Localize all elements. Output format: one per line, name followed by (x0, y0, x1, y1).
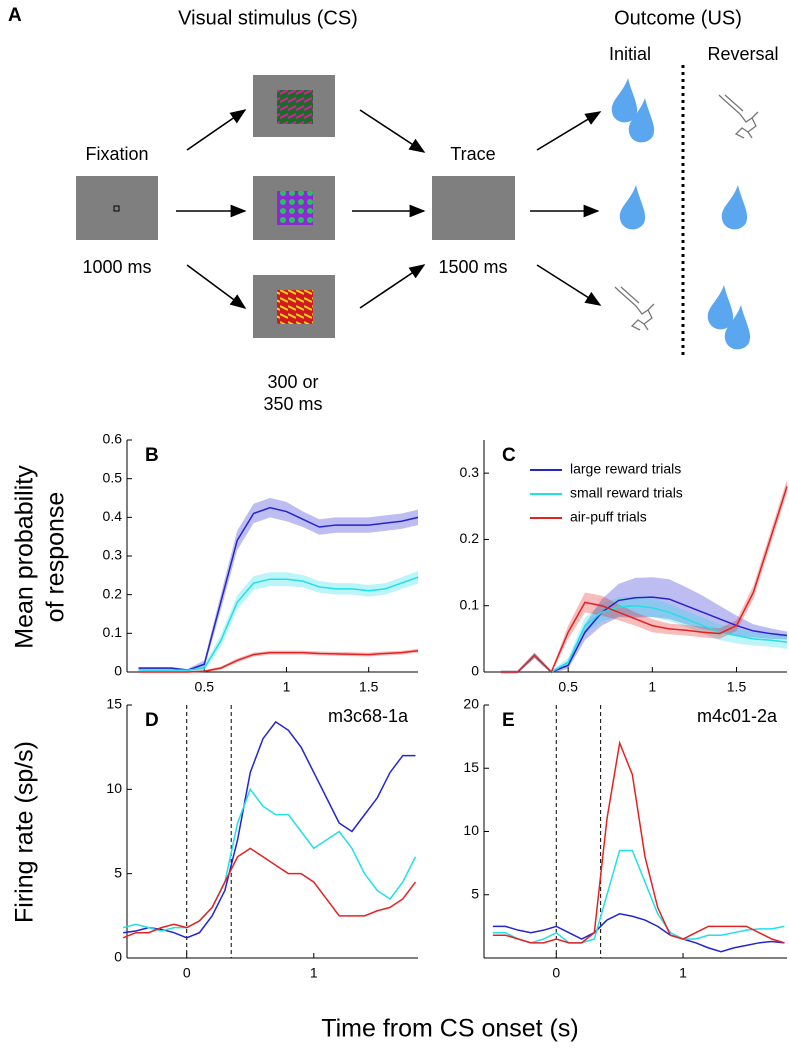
cell-id: m3c68-1a (328, 706, 409, 726)
y-tick-label: 10 (106, 780, 122, 796)
series-line (492, 912, 785, 953)
x-tick-label: 0.5 (195, 679, 215, 695)
panel-label: D (145, 710, 159, 731)
cs-image (277, 191, 313, 225)
col-initial: Initial (609, 44, 651, 64)
y-axis-label: Firing rate (sp/s) (11, 741, 39, 923)
y-tick-label: 0.1 (103, 624, 123, 640)
fixation-point (113, 205, 120, 212)
x-tick-label: 1 (310, 965, 318, 981)
y-tick-label: 0 (471, 663, 479, 679)
legend-label: air-puff trials (570, 509, 647, 525)
cs-image (277, 90, 313, 124)
error-band (138, 498, 418, 672)
series-line (138, 576, 419, 671)
y-tick-label: 0.3 (103, 547, 123, 563)
cell-id: m4c01-2a (697, 706, 778, 726)
panel-label: C (502, 445, 516, 466)
y-tick-label: 0.3 (460, 464, 480, 480)
cs-image (277, 290, 313, 324)
fixation-label: Fixation (85, 144, 148, 164)
x-tick-label: 0 (183, 965, 191, 981)
y-tick-label: 0.4 (103, 508, 123, 524)
cs-time: 300 or (267, 372, 318, 392)
col-reversal: Reversal (707, 44, 778, 64)
y-tick-label: 0.2 (103, 585, 123, 601)
panel-label: A (8, 5, 22, 26)
y-tick-label: 0.2 (460, 530, 480, 546)
y-tick-label: 20 (463, 696, 479, 712)
y-tick-label: 0.1 (460, 596, 480, 612)
x-tick-label: 0 (552, 965, 560, 981)
series-line (122, 787, 417, 932)
fixation-time: 1000 ms (82, 257, 151, 277)
us-title: Outcome (US) (614, 7, 742, 29)
error-band (138, 571, 418, 672)
y-axis-label: of response (42, 492, 70, 623)
fixation-screen (76, 176, 158, 240)
error-band (500, 577, 787, 674)
legend-label: large reward trials (570, 461, 681, 477)
y-tick-label: 0 (114, 663, 122, 679)
y-tick-label: 5 (114, 864, 122, 880)
air-puff-icons (614, 94, 759, 331)
x-tick-label: 0.5 (558, 679, 578, 695)
y-tick-label: 0.5 (103, 469, 123, 485)
x-tick-label: 1 (648, 679, 656, 695)
panel-label: E (502, 710, 515, 731)
series-line (500, 486, 788, 674)
trace-time: 1500 ms (438, 257, 507, 277)
x-axis-label: Time from CS onset (s) (321, 1015, 578, 1043)
y-axis-label: Mean probability (11, 465, 39, 649)
x-tick-label: 1 (679, 965, 687, 981)
series-line (138, 649, 419, 673)
y-tick-label: 5 (471, 885, 479, 901)
y-tick-label: 10 (463, 822, 479, 838)
panel-label: B (145, 445, 159, 466)
cs-title: Visual stimulus (CS) (178, 7, 358, 29)
y-tick-label: 15 (463, 759, 479, 775)
x-tick-label: 1.5 (727, 679, 747, 695)
arrows (176, 109, 602, 309)
cs-time: 350 ms (263, 394, 322, 414)
x-tick-label: 1 (283, 679, 291, 695)
series-line (492, 740, 785, 944)
y-tick-label: 0 (114, 949, 122, 965)
trace-label: Trace (450, 144, 495, 164)
series-line (122, 847, 417, 939)
series-line (123, 720, 416, 939)
y-tick-label: 15 (106, 696, 122, 712)
legend-label: small reward trials (570, 485, 683, 501)
trace-screen (432, 176, 515, 240)
reward-drops (611, 78, 751, 350)
y-tick-label: 0.6 (103, 431, 123, 447)
series-line (492, 849, 785, 944)
x-tick-label: 1.5 (359, 679, 379, 695)
